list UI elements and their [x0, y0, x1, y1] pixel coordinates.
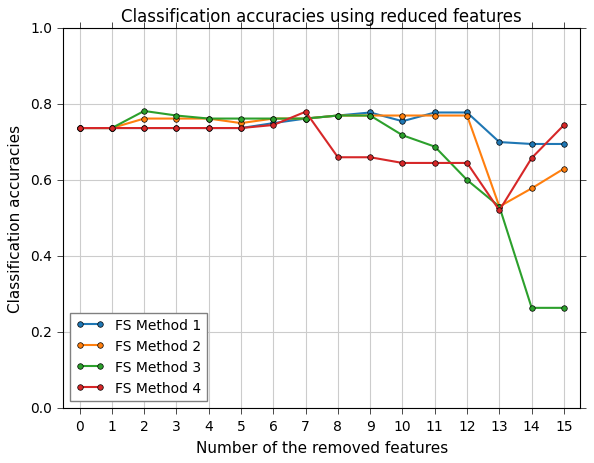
FS Method 3 [173, 113, 180, 119]
FS Method 3 [205, 117, 212, 122]
FS Method 4 [141, 126, 148, 131]
FS Method 3 [399, 133, 406, 139]
FS Method 2 [205, 117, 212, 122]
FS Method 4 [431, 161, 438, 166]
Line: FS Method 3: FS Method 3 [77, 109, 567, 311]
FS Method 2 [76, 126, 83, 131]
FS Method 4 [238, 126, 245, 131]
FS Method 4 [205, 126, 212, 131]
FS Method 1 [431, 111, 438, 116]
FS Method 3 [496, 204, 503, 210]
FS Method 2 [560, 167, 567, 172]
FS Method 1 [173, 126, 180, 131]
FS Method 4 [302, 110, 309, 115]
FS Method 2 [108, 126, 115, 131]
FS Method 1 [560, 142, 567, 147]
FS Method 3 [463, 178, 470, 183]
FS Method 3 [431, 144, 438, 150]
FS Method 2 [334, 113, 342, 119]
FS Method 4 [76, 126, 83, 131]
FS Method 3 [302, 117, 309, 122]
Title: Classification accuracies using reduced features: Classification accuracies using reduced … [121, 8, 522, 26]
FS Method 3 [76, 126, 83, 131]
FS Method 3 [108, 126, 115, 131]
FS Method 3 [238, 117, 245, 122]
FS Method 3 [270, 117, 277, 122]
FS Method 3 [141, 109, 148, 114]
FS Method 4 [463, 161, 470, 166]
FS Method 4 [173, 126, 180, 131]
FS Method 2 [528, 186, 535, 192]
FS Method 2 [431, 113, 438, 119]
FS Method 4 [399, 161, 406, 166]
FS Method 1 [463, 111, 470, 116]
X-axis label: Number of the removed features: Number of the removed features [195, 440, 448, 455]
FS Method 4 [366, 155, 374, 161]
FS Method 2 [463, 113, 470, 119]
FS Method 2 [141, 117, 148, 122]
Legend: FS Method 1, FS Method 2, FS Method 3, FS Method 4: FS Method 1, FS Method 2, FS Method 3, F… [70, 313, 207, 401]
FS Method 4 [334, 155, 342, 161]
Line: FS Method 4: FS Method 4 [77, 110, 567, 213]
Y-axis label: Classification accuracies: Classification accuracies [8, 125, 23, 313]
FS Method 3 [560, 306, 567, 311]
FS Method 3 [366, 113, 374, 119]
FS Method 1 [334, 113, 342, 119]
FS Method 4 [528, 156, 535, 162]
Line: FS Method 1: FS Method 1 [77, 111, 567, 147]
FS Method 1 [302, 117, 309, 122]
Line: FS Method 2: FS Method 2 [77, 113, 567, 210]
FS Method 2 [496, 204, 503, 210]
FS Method 1 [366, 111, 374, 116]
FS Method 4 [270, 123, 277, 129]
FS Method 3 [528, 306, 535, 311]
FS Method 2 [270, 117, 277, 122]
FS Method 1 [205, 126, 212, 131]
FS Method 1 [270, 121, 277, 126]
FS Method 2 [238, 121, 245, 126]
FS Method 1 [399, 119, 406, 125]
FS Method 4 [560, 123, 567, 129]
FS Method 2 [173, 117, 180, 122]
FS Method 2 [366, 113, 374, 119]
FS Method 3 [334, 113, 342, 119]
FS Method 1 [238, 126, 245, 131]
FS Method 1 [141, 126, 148, 131]
FS Method 4 [108, 126, 115, 131]
FS Method 1 [108, 126, 115, 131]
FS Method 4 [496, 208, 503, 214]
FS Method 1 [528, 142, 535, 147]
FS Method 2 [302, 117, 309, 122]
FS Method 1 [76, 126, 83, 131]
FS Method 2 [399, 113, 406, 119]
FS Method 1 [496, 140, 503, 145]
